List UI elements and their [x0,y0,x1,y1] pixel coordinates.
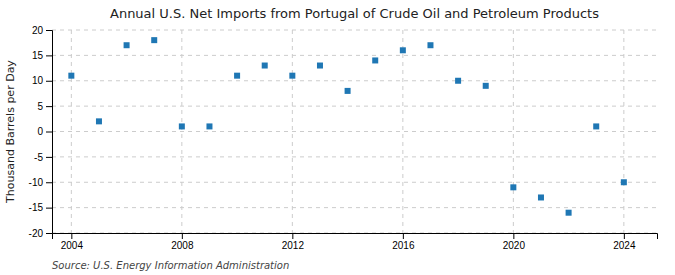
point [317,63,323,69]
point [234,73,240,79]
grid-line-x [181,30,182,233]
grid-line-y [52,182,657,183]
tick-mark [46,30,52,31]
point [372,57,378,63]
point [96,118,102,124]
tick: 5 [37,101,52,112]
tick-mark [46,55,52,56]
grid [52,30,657,233]
tick: 10 [32,75,52,86]
point [124,42,130,48]
tick-label: 2020 [503,240,526,251]
grid-line-y [52,156,657,157]
tick-mark [513,233,514,239]
tick-mark [46,182,52,183]
point [345,88,351,94]
point [262,63,268,69]
y-axis: -20 -15 -10 -5 0 5 10 15 20 [29,25,53,239]
tick-mark [624,233,625,239]
points [68,37,627,216]
grid-line-y [52,80,657,81]
x-axis: 2004 2008 2012 2016 2020 2024 [53,233,658,251]
point [483,83,489,89]
tick: 2004 [61,233,84,251]
tick-label: 2004 [61,240,84,251]
axis-line [46,31,53,234]
point [289,73,295,79]
tick: 2012 [282,233,305,251]
annotation: Source: U.S. Energy Information Administ… [52,260,289,271]
tick-mark [46,106,52,107]
tick: 2020 [503,233,526,251]
tick: -15 [29,202,52,213]
point [593,123,599,129]
tick: 2024 [613,233,636,251]
tick: -5 [34,152,52,163]
point [68,73,74,79]
tick-mark [403,233,404,239]
grid-line-y [52,131,657,132]
grid-line-y [52,106,657,107]
plot: 2004 2008 2012 2016 2020 2024 -20 -15 -10 -5 0 5 10 1… [29,25,658,251]
point [400,47,406,53]
grid-line-x [292,30,293,233]
point [566,210,572,216]
tick-label: 15 [32,50,44,61]
tick: 15 [32,50,52,61]
tick-mark [46,157,52,158]
tick-label: -15 [29,202,44,213]
tick-label: 2012 [282,240,305,251]
point [427,42,433,48]
tick-label: 0 [37,126,43,137]
tick: 2008 [171,233,194,251]
chart: 2004 2008 2012 2016 2020 2024 -20 -15 -10 -5 0 5 10 1… [0,0,675,275]
tick-label: 5 [37,101,43,112]
grid-line-x [71,30,72,233]
tick: 2016 [392,233,415,251]
grid-line-y [52,207,657,208]
tick-mark [46,81,52,82]
title: Annual U.S. Net Imports from Portugal of… [110,6,599,21]
axis-line [53,234,658,240]
point [510,184,516,190]
tick-label: 2016 [392,240,415,251]
tick-label: -20 [29,228,44,239]
grid-line-x [513,30,514,233]
grid-line-y [52,55,657,56]
tick-mark [46,208,52,209]
tick-mark [292,233,293,239]
tick-mark [71,233,72,239]
grid-line-x [402,30,403,233]
grid-line-y [52,30,657,31]
tick-label: 10 [32,75,44,86]
tick-label: 2024 [613,240,636,251]
tick-label: -10 [29,177,44,188]
point [179,123,185,129]
tick-mark [182,233,183,239]
tick: -20 [29,228,52,239]
tick-label: 20 [32,25,44,36]
tick: -10 [29,177,52,188]
tick-label: 2008 [171,240,194,251]
point [538,194,544,200]
tick: 0 [37,126,52,137]
point [206,123,212,129]
grid-line-x [623,30,624,233]
tick-mark [46,233,52,234]
y-axis-title: Thousand Barrels per Day [4,60,17,204]
point [455,78,461,84]
tick-mark [46,132,52,133]
tick-label: -5 [34,152,43,163]
point [151,37,157,43]
point [621,179,627,185]
tick: 20 [32,25,52,36]
